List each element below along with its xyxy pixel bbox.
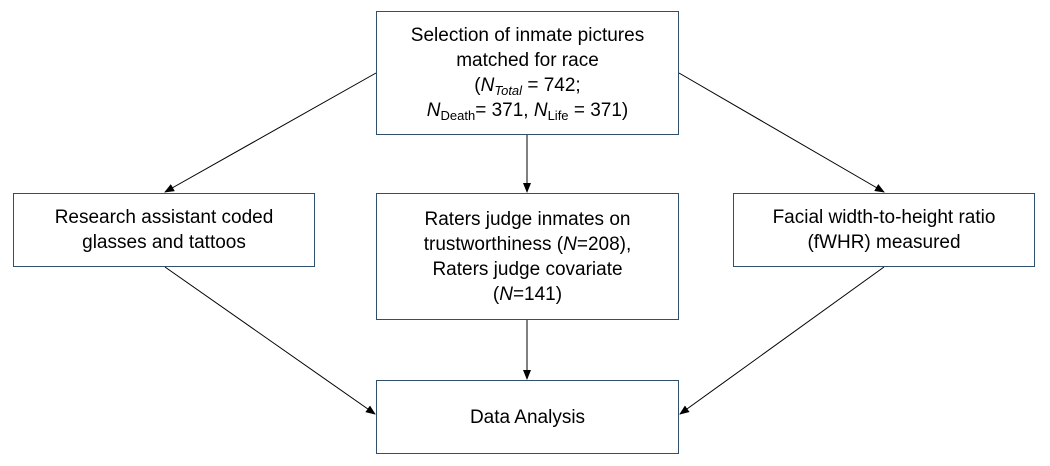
- selection-line3: (NTotal = 742;: [474, 75, 581, 98]
- fwhr-node: Facial width-to-height ratio (fWHR) meas…: [733, 193, 1035, 267]
- arrow-fwhr-to-analysis: [679, 266, 885, 415]
- fwhr-line1: Facial width-to-height ratio: [772, 207, 996, 228]
- selection-line2: matched for race: [456, 50, 599, 71]
- research-assistant-line2: glasses and tattoos: [82, 232, 246, 253]
- data-analysis-label: Data Analysis: [469, 406, 586, 428]
- research-assistant-node: Research assistant coded glasses and tat…: [13, 193, 315, 267]
- data-analysis-node: Data Analysis: [376, 380, 679, 454]
- raters-line4: (N=141): [492, 283, 563, 305]
- arrow-selection-to-research-assistant: [164, 72, 377, 193]
- selection-line4: NDeath= 371, NLife = 371): [426, 100, 629, 123]
- selection-node: Selection of inmate pictures matched for…: [376, 11, 679, 135]
- raters-line3: Raters judge covariate: [432, 258, 623, 280]
- arrow-selection-to-fwhr: [678, 72, 885, 193]
- selection-line1: Selection of inmate pictures: [410, 25, 645, 46]
- research-assistant-line1: Research assistant coded: [54, 207, 274, 228]
- raters-node: Raters judge inmates on trustworthiness …: [376, 193, 679, 320]
- raters-line1: Raters judge inmates on: [424, 208, 631, 230]
- fwhr-line2: (fWHR) measured: [807, 232, 961, 253]
- arrow-research-assistant-to-analysis: [164, 266, 376, 415]
- raters-line2: trustworthiness (N=208),: [423, 233, 632, 255]
